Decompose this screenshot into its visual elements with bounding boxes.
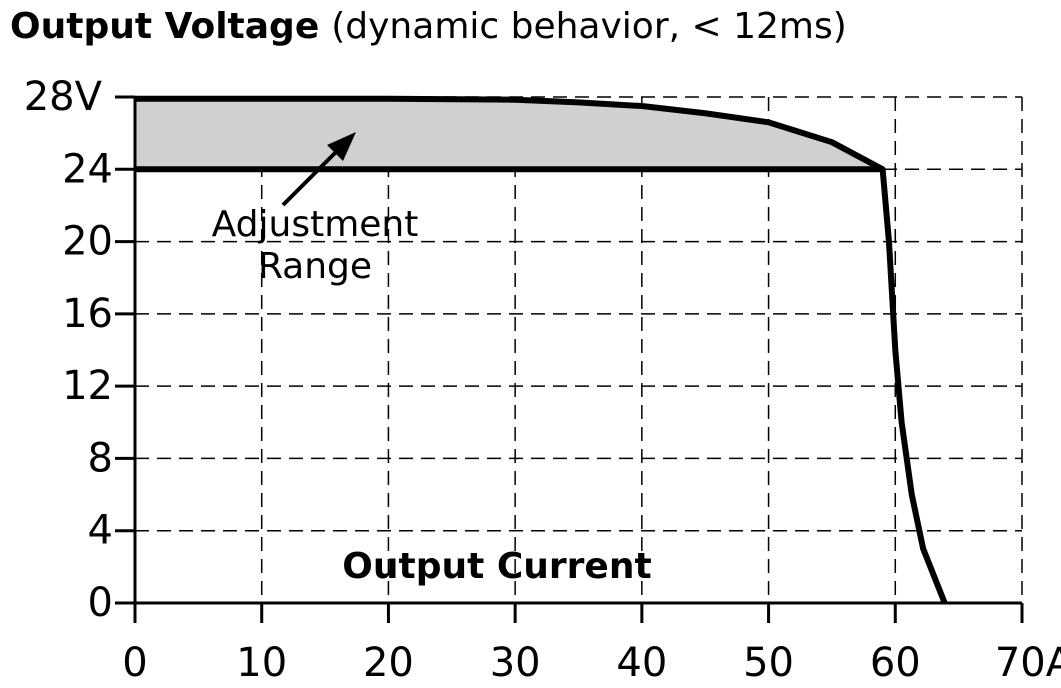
- y-tick-label: 24: [62, 146, 113, 192]
- y-tick-label: 0: [88, 580, 113, 626]
- arrow-shaft: [281, 143, 345, 207]
- adjustment-area: [135, 98, 883, 170]
- title: Output Voltage: [10, 6, 319, 47]
- y-tick-label: 12: [62, 363, 113, 409]
- series-line: [135, 95, 885, 172]
- plot: 0 4 8 12 16 20 24 28V 0 10 20 30 40 50 60 70A: [24, 74, 1061, 686]
- x-tick-label: 30: [490, 640, 541, 686]
- chart-title: Output Voltage (dynamic behavior, < 12ms): [10, 6, 847, 47]
- y-tick-label: 20: [62, 219, 113, 265]
- y-tick-label: 4: [88, 508, 113, 554]
- x-tick-label: 40: [616, 640, 667, 686]
- x-axis-label: Output Current: [342, 546, 651, 587]
- y-tick-label: 16: [62, 291, 113, 337]
- annotation: Adjustment: [212, 204, 419, 245]
- x-tick-label: 10: [236, 640, 287, 686]
- arrow-head: [327, 132, 356, 161]
- subtitle: (dynamic behavior, < 12ms): [331, 6, 847, 47]
- x-tick-label: 0: [122, 640, 147, 686]
- x-tick-label: 20: [363, 640, 414, 686]
- x-tick-label: 60: [870, 640, 921, 686]
- series-line: [135, 166, 948, 605]
- x-tick-label: 70A: [995, 640, 1061, 686]
- x-tick-label: 50: [743, 640, 794, 686]
- y-tick-label: 8: [88, 435, 113, 481]
- y-tick-label: 28V: [24, 74, 103, 120]
- annotation: Range: [258, 246, 372, 287]
- grid: [135, 96, 1023, 603]
